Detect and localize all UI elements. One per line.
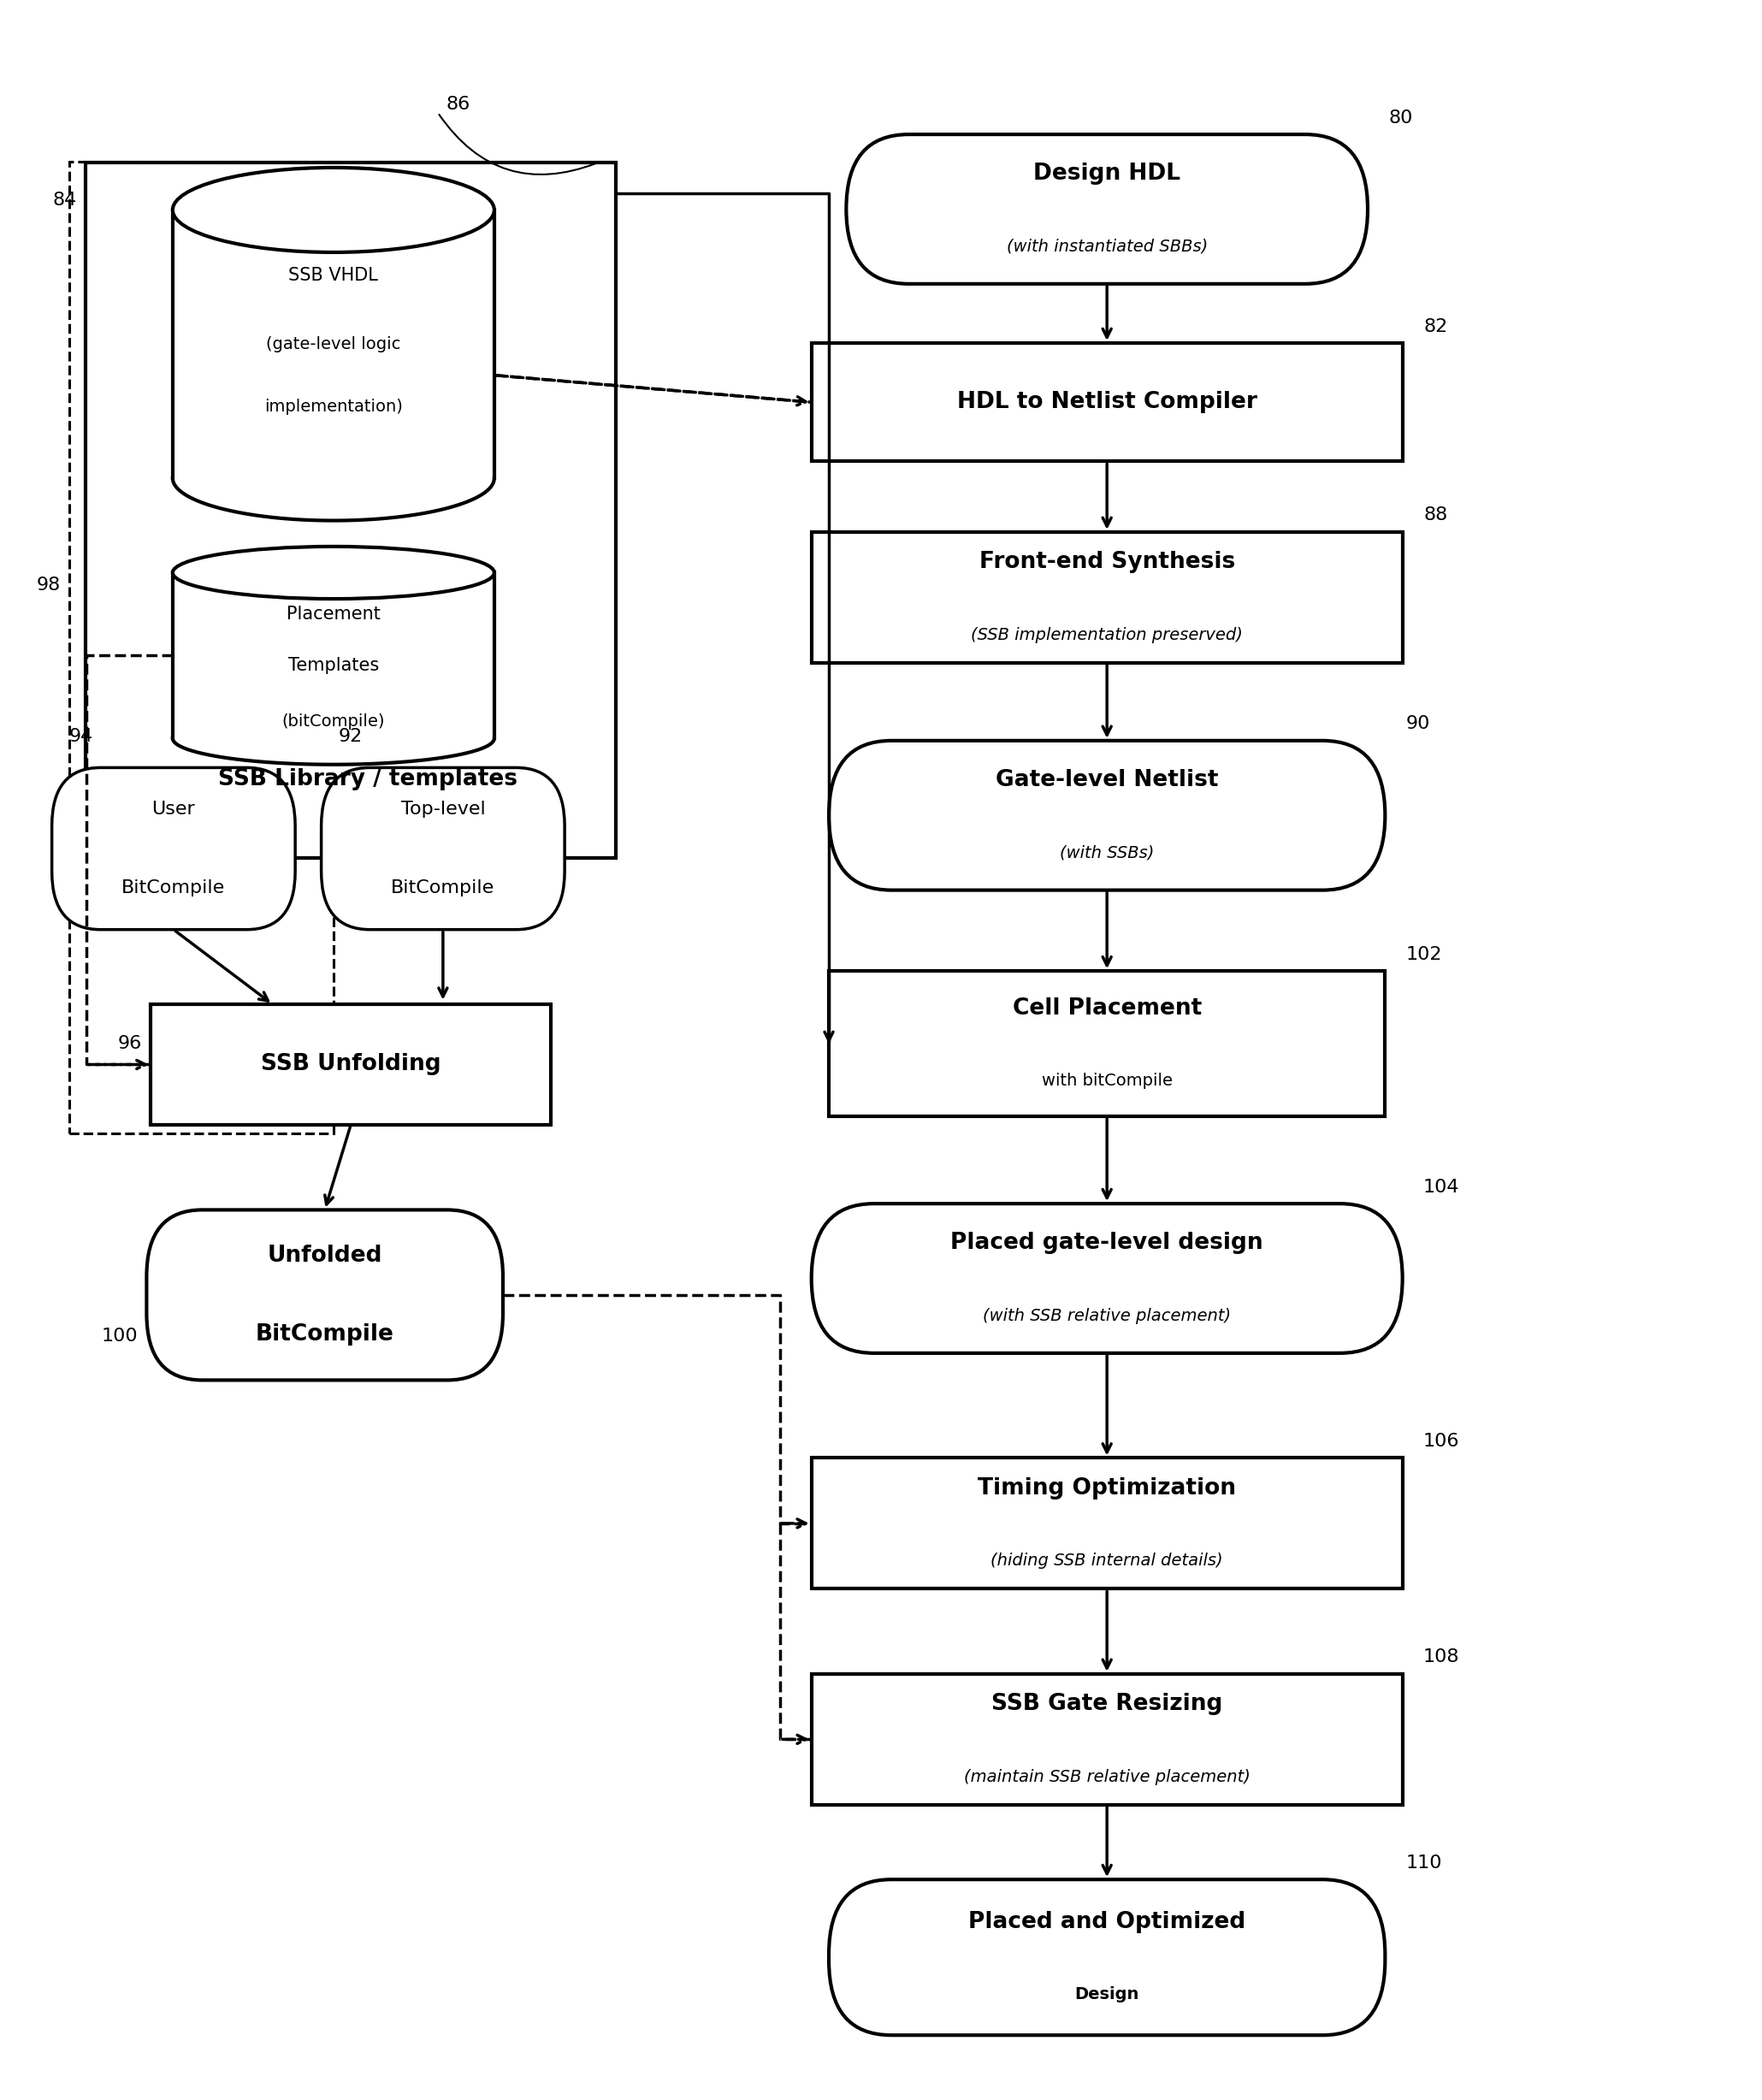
Text: Design: Design bbox=[1075, 1987, 1140, 2003]
Text: 80: 80 bbox=[1388, 109, 1413, 126]
Text: 84: 84 bbox=[53, 191, 78, 208]
Bar bbox=[152, 1004, 552, 1126]
Text: Placed gate-level design: Placed gate-level design bbox=[951, 1233, 1263, 1254]
Bar bbox=[812, 1674, 1403, 1804]
Text: (gate-level logic: (gate-level logic bbox=[266, 336, 400, 353]
FancyBboxPatch shape bbox=[321, 769, 564, 930]
Text: HDL to Netlist Compiler: HDL to Netlist Compiler bbox=[957, 391, 1256, 414]
Text: SSB Gate Resizing: SSB Gate Resizing bbox=[992, 1693, 1223, 1716]
Bar bbox=[173, 210, 495, 479]
Text: SSB Library / templates: SSB Library / templates bbox=[218, 769, 518, 790]
Text: Top-level: Top-level bbox=[400, 800, 485, 817]
Text: User: User bbox=[152, 800, 196, 817]
Text: (hiding SSB internal details): (hiding SSB internal details) bbox=[990, 1552, 1223, 1569]
Text: (SSB implementation preserved): (SSB implementation preserved) bbox=[971, 626, 1242, 643]
Text: 102: 102 bbox=[1406, 945, 1443, 964]
Text: Front-end Synthesis: Front-end Synthesis bbox=[980, 550, 1235, 573]
Text: 98: 98 bbox=[37, 575, 60, 594]
Text: 94: 94 bbox=[69, 729, 93, 746]
Text: BitCompile: BitCompile bbox=[391, 880, 495, 897]
Text: SSB VHDL: SSB VHDL bbox=[289, 267, 379, 284]
Text: Timing Optimization: Timing Optimization bbox=[978, 1476, 1237, 1499]
Ellipse shape bbox=[173, 546, 495, 598]
FancyBboxPatch shape bbox=[828, 741, 1385, 890]
Text: SSB Unfolding: SSB Unfolding bbox=[261, 1054, 440, 1075]
Text: (with SSBs): (with SSBs) bbox=[1059, 844, 1154, 861]
Text: 82: 82 bbox=[1424, 317, 1448, 336]
Bar bbox=[828, 970, 1385, 1117]
Text: Placed and Optimized: Placed and Optimized bbox=[969, 1911, 1246, 1934]
Text: BitCompile: BitCompile bbox=[122, 880, 226, 897]
Text: 106: 106 bbox=[1424, 1432, 1459, 1449]
Text: 108: 108 bbox=[1424, 1649, 1459, 1665]
Bar bbox=[173, 573, 495, 739]
Bar bbox=[69, 162, 333, 1134]
Text: Gate-level Netlist: Gate-level Netlist bbox=[996, 769, 1218, 792]
Text: BitCompile: BitCompile bbox=[255, 1323, 395, 1346]
Text: 92: 92 bbox=[338, 729, 363, 746]
Text: (bitCompile): (bitCompile) bbox=[282, 714, 384, 731]
Ellipse shape bbox=[173, 168, 495, 252]
Text: Placement: Placement bbox=[287, 605, 381, 622]
FancyBboxPatch shape bbox=[146, 1210, 502, 1380]
FancyBboxPatch shape bbox=[828, 1880, 1385, 2035]
FancyBboxPatch shape bbox=[51, 769, 296, 930]
Text: 86: 86 bbox=[446, 97, 470, 113]
Text: (maintain SSB relative placement): (maintain SSB relative placement) bbox=[964, 1768, 1251, 1785]
Bar bbox=[812, 531, 1403, 664]
Text: 110: 110 bbox=[1406, 1854, 1443, 1871]
Text: Cell Placement: Cell Placement bbox=[1013, 998, 1202, 1021]
Text: implementation): implementation) bbox=[264, 399, 403, 414]
Bar bbox=[812, 1457, 1403, 1590]
Text: Templates: Templates bbox=[287, 657, 379, 674]
Text: (with SSB relative placement): (with SSB relative placement) bbox=[983, 1308, 1232, 1323]
Text: Unfolded: Unfolded bbox=[268, 1245, 382, 1266]
FancyBboxPatch shape bbox=[846, 134, 1367, 284]
FancyBboxPatch shape bbox=[812, 1203, 1403, 1352]
Text: 90: 90 bbox=[1406, 716, 1431, 733]
Text: (with instantiated SBBs): (with instantiated SBBs) bbox=[1006, 239, 1207, 254]
Bar bbox=[86, 162, 617, 859]
Bar bbox=[812, 342, 1403, 462]
Text: 88: 88 bbox=[1424, 506, 1448, 523]
Text: 96: 96 bbox=[118, 1035, 143, 1052]
Text: with bitCompile: with bitCompile bbox=[1041, 1073, 1172, 1090]
Text: 104: 104 bbox=[1424, 1178, 1459, 1195]
Text: Design HDL: Design HDL bbox=[1033, 162, 1181, 185]
Text: 100: 100 bbox=[102, 1327, 137, 1346]
